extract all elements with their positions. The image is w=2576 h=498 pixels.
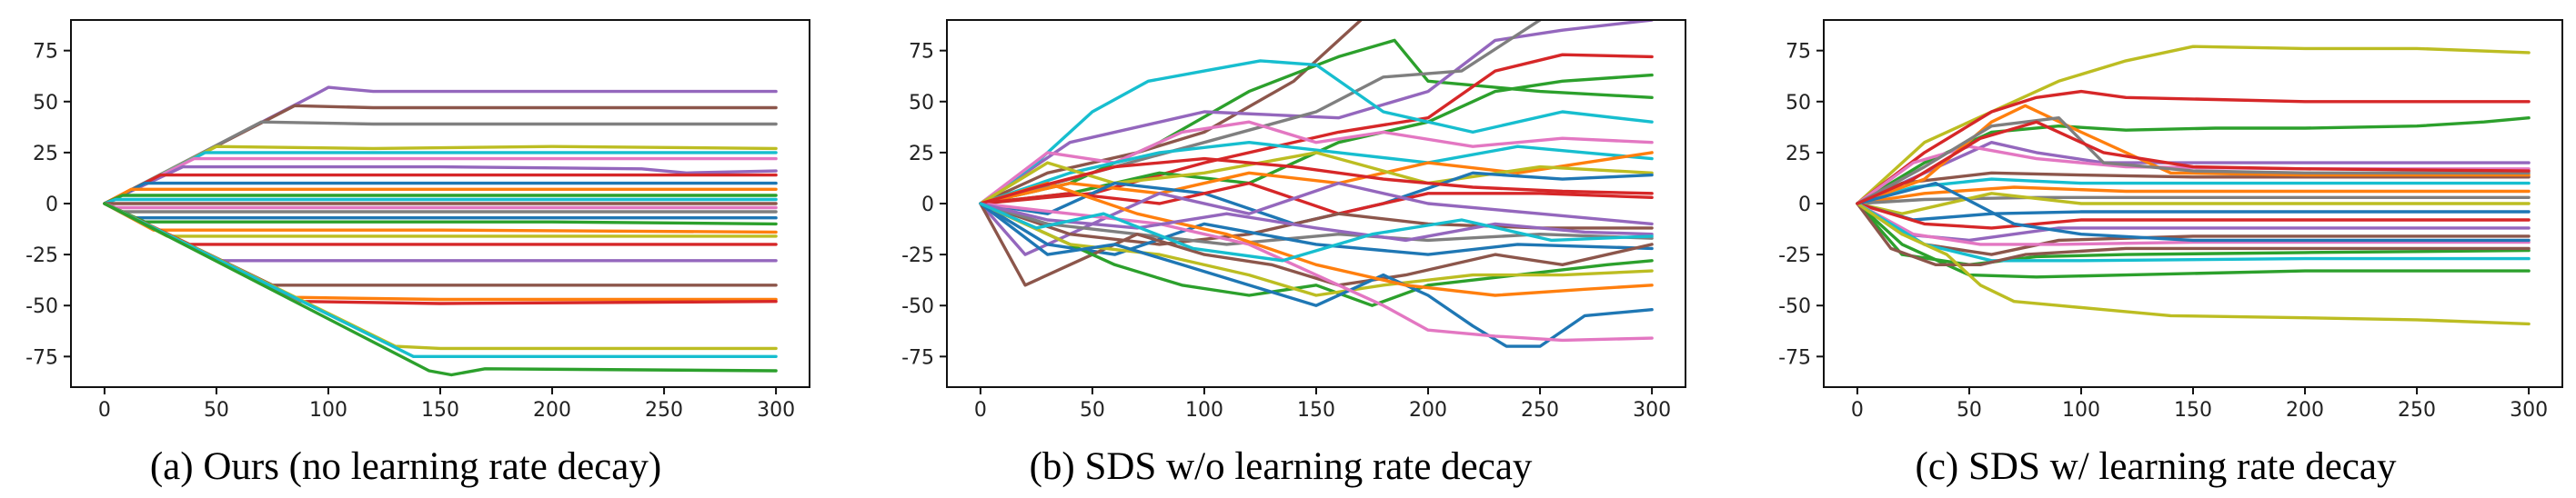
series-line-c-11: [1856, 202, 2531, 222]
x-tick-label-b: 200: [1409, 399, 1447, 422]
y-tick-label-a: 50: [33, 92, 58, 115]
series-line-b-3: [979, 20, 1654, 205]
caption-panel-b: (b) SDS w/o learning rate decay: [1030, 445, 1533, 488]
x-tick-label-c: 250: [2398, 399, 2436, 422]
x-tick-label-a: 150: [421, 399, 459, 422]
plot-frame-b: [946, 19, 1686, 388]
x-tick-label-a: 50: [204, 399, 229, 422]
series-line-c-8: [1856, 185, 2531, 205]
series-group-c: [1856, 45, 2531, 326]
y-tick-label-c: 75: [1786, 41, 1811, 64]
series-line-b-25: [979, 202, 1654, 243]
series-line-c-22: [1856, 115, 2531, 205]
series-line-a-25: [103, 202, 778, 351]
y-tick-label-c: -50: [1778, 295, 1811, 318]
y-tick-label-c: -75: [1778, 346, 1811, 369]
x-tick-label-b: 100: [1185, 399, 1223, 422]
series-line-b-19: [979, 202, 1654, 307]
x-tick-label-c: 50: [1957, 399, 1982, 422]
series-line-c-23: [1856, 181, 2531, 243]
y-tick-label-b: 0: [921, 194, 934, 216]
series-line-c-19: [1856, 202, 2531, 266]
y-tick-label-a: -50: [25, 295, 58, 318]
y-tick-label-c: 25: [1786, 143, 1811, 165]
y-tick-label-a: -75: [25, 346, 58, 369]
series-line-a-1: [103, 85, 778, 205]
y-tick-label-a: 25: [33, 143, 58, 165]
series-line-b-26: [979, 202, 1654, 263]
series-line-b-24: [979, 156, 1654, 205]
series-line-c-17: [1856, 202, 2531, 263]
y-tick-label-b: 25: [909, 143, 934, 165]
x-tick-label-c: 150: [2174, 399, 2212, 422]
caption-panel-c: (c) SDS w/ learning rate decay: [1916, 445, 2397, 488]
y-tick-label-c: 0: [1798, 194, 1811, 216]
x-tick-label-b: 0: [974, 399, 987, 422]
y-tick-label-c: -25: [1778, 244, 1811, 267]
y-tick-label-a: 0: [45, 194, 58, 216]
y-tick-label-a: -25: [25, 244, 58, 267]
series-line-c-24: [1856, 120, 2531, 205]
series-line-a-7: [103, 164, 778, 205]
series-line-c-16: [1856, 202, 2531, 266]
caption-panel-a: (a) Ours (no learning rate decay): [150, 445, 661, 488]
y-tick-label-b: 50: [909, 92, 934, 115]
y-tick-label-c: 50: [1786, 92, 1811, 115]
series-line-c-21: [1856, 104, 2531, 205]
series-line-c-10: [1856, 192, 2531, 215]
series-line-c-2: [1856, 89, 2531, 205]
series-line-c-1: [1856, 45, 2531, 205]
series-line-c-18: [1856, 202, 2531, 279]
series-line-b-18: [979, 202, 1654, 287]
y-tick-label-b: 75: [909, 41, 934, 64]
series-line-b-7: [979, 59, 1654, 205]
x-tick-label-b: 300: [1633, 399, 1671, 422]
series-group-a: [103, 85, 778, 377]
series-line-c-12: [1856, 202, 2531, 230]
y-tick-label-b: -75: [901, 346, 934, 369]
series-group-b: [979, 20, 1654, 348]
series-line-a-3: [103, 120, 778, 205]
x-tick-label-a: 250: [645, 399, 683, 422]
series-line-c-15: [1856, 202, 2531, 246]
series-line-b-21: [979, 202, 1654, 348]
x-tick-label-b: 250: [1521, 399, 1559, 422]
x-tick-label-b: 150: [1297, 399, 1335, 422]
series-line-b-8: [979, 120, 1654, 205]
chart-panel-c: (c) SDS w/ learning rate decay 0 50 100 150…: [1778, 19, 2563, 488]
chart-panel-b: (b) SDS w/o learning rate decay 0 50 100 15…: [901, 19, 1686, 488]
x-tick-label-c: 100: [2062, 399, 2100, 422]
series-line-a-26: [103, 202, 778, 358]
x-tick-label-b: 50: [1080, 399, 1105, 422]
series-line-c-20: [1856, 202, 2531, 326]
series-line-b-9: [979, 141, 1654, 205]
series-line-a-27: [103, 202, 778, 377]
chart-panel-a: (a) Ours (no learning rate decay) 0 50 100…: [25, 19, 810, 488]
x-tick-label-a: 0: [98, 399, 111, 422]
series-line-b-17: [979, 202, 1654, 256]
x-tick-label-c: 0: [1851, 399, 1864, 422]
x-tick-label-a: 100: [309, 399, 347, 422]
x-tick-label-c: 200: [2286, 399, 2324, 422]
x-tick-label-a: 200: [533, 399, 571, 422]
x-tick-label-a: 300: [757, 399, 795, 422]
y-tick-label-a: 75: [33, 41, 58, 64]
y-tick-label-b: -25: [901, 244, 934, 267]
series-line-b-23: [979, 181, 1654, 297]
y-tick-label-b: -50: [901, 295, 934, 318]
x-tick-label-c: 300: [2510, 399, 2548, 422]
